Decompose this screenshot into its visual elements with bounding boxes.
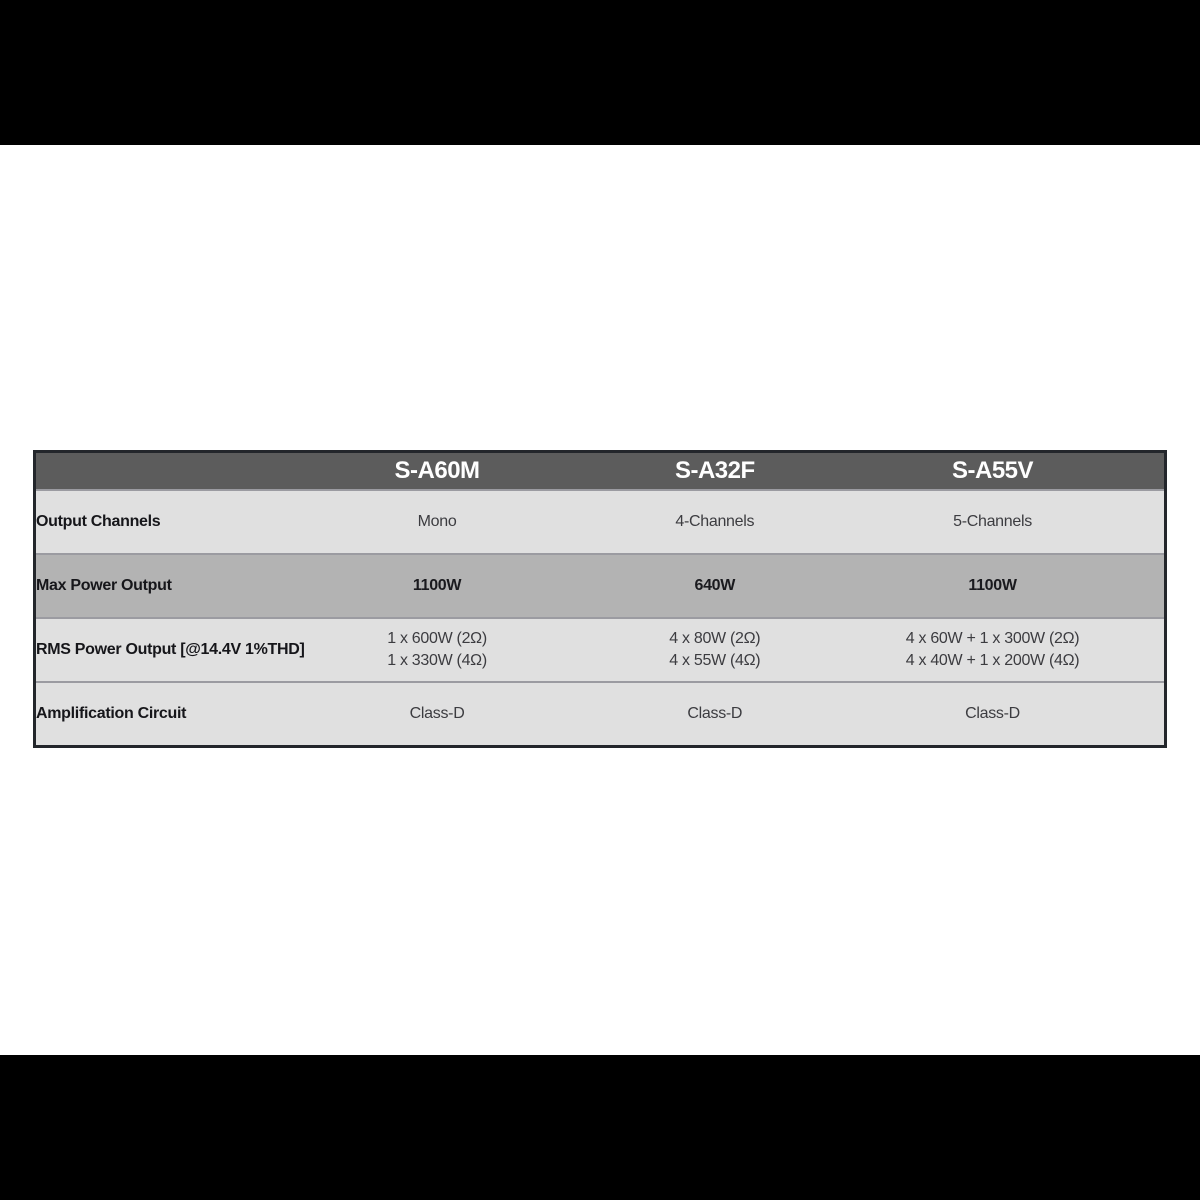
table-row: RMS Power Output [@14.4V 1%THD] 1 x 600W …: [34, 617, 1166, 682]
header-spacer-cell: [1131, 451, 1166, 490]
content-area: S-A60M S-A32F S-A55V Output Channels Mono 4-…: [0, 145, 1200, 1055]
table-row: Amplification Circuit Class-D Class-D Class…: [34, 681, 1166, 747]
spec-value: Class-D: [575, 681, 854, 747]
column-header-s-a55v: S-A55V: [853, 451, 1132, 490]
spec-table-body: Output Channels Mono 4-Channels 5-Channels M…: [34, 489, 1166, 747]
table-row: Max Power Output 1100W 640W 1100W: [34, 553, 1166, 618]
spec-value: 640W: [575, 553, 854, 618]
row-label: Amplification Circuit: [34, 681, 299, 747]
spec-value: Class-D: [298, 681, 576, 747]
row-spacer-cell: [1131, 681, 1166, 747]
spec-value: 1100W: [298, 553, 576, 618]
spec-value: Class-D: [853, 681, 1132, 747]
spec-value: 1 x 600W (2Ω) 1 x 330W (4Ω): [298, 617, 576, 682]
spec-value: 4-Channels: [575, 489, 854, 554]
letterbox-top: [0, 0, 1200, 145]
spec-table: S-A60M S-A32F S-A55V Output Channels Mono 4-…: [33, 450, 1167, 748]
row-label: Max Power Output: [34, 553, 299, 618]
row-spacer-cell: [1131, 553, 1166, 618]
row-label: Output Channels: [34, 489, 299, 554]
header-empty-cell: [34, 451, 299, 490]
row-spacer-cell: [1131, 489, 1166, 554]
column-header-s-a60m: S-A60M: [298, 451, 576, 490]
spec-value: 1100W: [853, 553, 1132, 618]
spec-value: 4 x 80W (2Ω) 4 x 55W (4Ω): [575, 617, 854, 682]
letterbox-bottom: [0, 1055, 1200, 1200]
row-spacer-cell: [1131, 617, 1166, 682]
table-header-row: S-A60M S-A32F S-A55V: [34, 451, 1166, 490]
table-row: Output Channels Mono 4-Channels 5-Channels: [34, 489, 1166, 554]
spec-value: 4 x 60W + 1 x 300W (2Ω) 4 x 40W + 1 x 200…: [853, 617, 1132, 682]
spec-value: Mono: [298, 489, 576, 554]
spec-value: 5-Channels: [853, 489, 1132, 554]
column-header-s-a32f: S-A32F: [575, 451, 854, 490]
row-label: RMS Power Output [@14.4V 1%THD]: [34, 617, 305, 682]
